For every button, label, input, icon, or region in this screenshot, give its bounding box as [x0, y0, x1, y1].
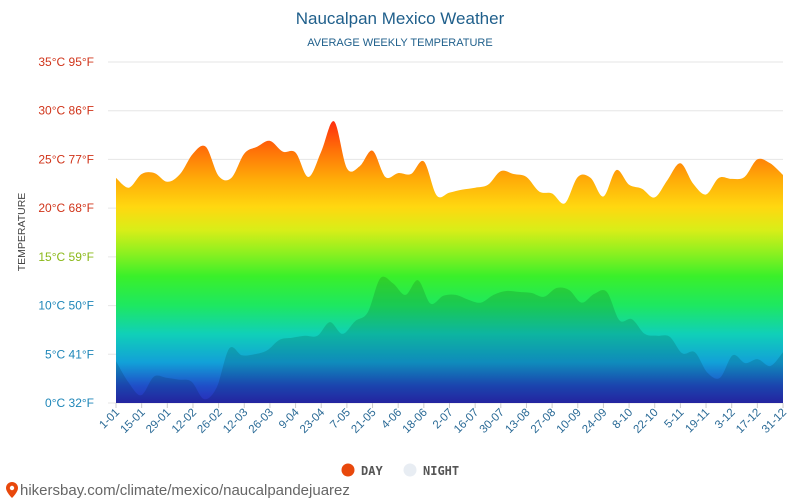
y-tick-label: 30°C 86°F: [38, 104, 94, 118]
y-tick-label: 5°C 41°F: [45, 347, 94, 361]
x-tick-label: 24-09: [580, 407, 609, 436]
night-temperature-shade: [116, 276, 783, 403]
legend-day-marker[interactable]: [341, 463, 355, 477]
y-tick-label: 10°C 50°F: [38, 299, 94, 313]
y-tick-label: 20°C 68°F: [38, 201, 94, 215]
x-tick-label: 22-10: [632, 407, 661, 436]
x-tick-label: 30-07: [478, 407, 507, 436]
x-tick-label: 27-08: [529, 407, 558, 436]
x-tick-label: 26-02: [195, 407, 224, 436]
legend: DAY NIGHT: [341, 463, 459, 478]
x-tick-label: 26-03: [247, 407, 276, 436]
y-tick-label: 25°C 77°F: [38, 152, 94, 166]
x-tick-label: 17-12: [734, 407, 763, 436]
x-tick-label: 10-09: [555, 407, 584, 436]
x-tick-label: 21-05: [349, 407, 378, 436]
chart-subtitle: AVERAGE WEEKLY TEMPERATURE: [307, 37, 492, 49]
y-tick-label: 0°C 32°F: [45, 396, 94, 410]
y-axis-title: TEMPERATURE: [16, 193, 28, 272]
y-axis-ticks: 0°C 32°F 5°C 41°F 10°C 50°F 15°C 59°F 20°C 6…: [38, 55, 94, 410]
legend-night-label[interactable]: NIGHT: [423, 464, 459, 478]
x-tick-label: 12-03: [221, 407, 250, 436]
x-tick-label: 23-04: [298, 406, 328, 436]
x-tick-label: 16-07: [452, 407, 481, 436]
x-tick-label: 29-01: [144, 407, 173, 436]
x-tick-label: 15-01: [119, 407, 148, 436]
chart-title: Naucalpan Mexico Weather: [296, 9, 505, 28]
day-temperature-area: [116, 121, 783, 404]
x-tick-label: 31-12: [760, 407, 789, 436]
y-tick-label: 15°C 59°F: [38, 250, 94, 264]
legend-night-marker[interactable]: [403, 463, 417, 477]
x-tick-label: 13-08: [503, 407, 532, 436]
x-tick-label: 19-11: [683, 407, 712, 436]
y-tick-label: 35°C 95°F: [38, 55, 94, 69]
source-link[interactable]: hikersbay.com/climate/mexico/naucalpande…: [6, 482, 350, 499]
x-tick-label: 18-06: [401, 407, 430, 436]
legend-day-label[interactable]: DAY: [361, 464, 383, 478]
x-tick-label: 12-02: [170, 407, 199, 436]
location-pin-dot: [9, 485, 15, 491]
source-url[interactable]: hikersbay.com/climate/mexico/naucalpande…: [20, 482, 350, 499]
